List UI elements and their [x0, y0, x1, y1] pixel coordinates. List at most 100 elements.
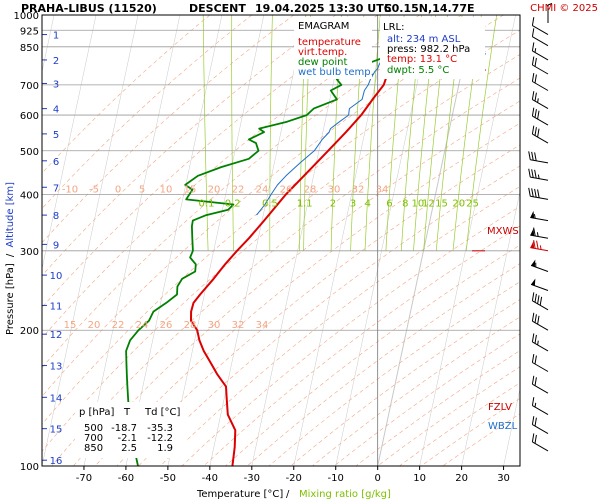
altitude-tick-label: 15 — [50, 425, 63, 436]
mixing-ratio-label: 0.1 — [199, 198, 215, 209]
wind-barb-full — [534, 188, 537, 198]
dry-adiabat-label-200: 28 — [184, 320, 197, 331]
table-header-td: Td [°C] — [144, 407, 181, 418]
x-axis-title-mixing-ratio: Mixing ratio [g/kg] — [299, 489, 391, 500]
pressure-tick-label: 200 — [20, 326, 39, 337]
wind-barb — [530, 210, 549, 222]
isotherm-line — [377, 15, 475, 466]
wind-barb-full — [539, 296, 543, 306]
table-row-500-p: 500 — [84, 423, 103, 434]
temperature-tick-label: -20 — [286, 473, 302, 484]
wind-barb-full — [531, 151, 534, 161]
wind-barb-full — [534, 293, 537, 303]
lrl-info-box: LRL: alt: 234 m ASL press: 982.2 hPa tem… — [380, 17, 485, 79]
temperature-tick-label: 0 — [374, 473, 380, 484]
wind-barb-full — [528, 151, 531, 160]
pressure-tick-label: 500 — [20, 147, 39, 158]
dry-adiabat-label-400: -5 — [89, 184, 99, 195]
wind-barb — [528, 151, 549, 164]
isotherm-line — [83, 15, 181, 466]
table-row-850-p: 850 — [84, 443, 103, 454]
wind-barb-full — [531, 91, 535, 100]
table-row-700-p: 700 — [84, 433, 103, 444]
temperature-tick-label: 30 — [497, 473, 510, 484]
y-axis-title-separator: / — [5, 253, 16, 257]
mixing-ratio-label: 15 — [435, 198, 448, 209]
wind-barb-half — [537, 340, 539, 345]
temperature-tick-label: -70 — [76, 473, 92, 484]
wind-barb-full — [531, 312, 535, 322]
mixing-ratio-label: 6 — [386, 198, 392, 209]
dry-adiabat-label-400: -10 — [62, 184, 78, 195]
wind-barb-half — [536, 232, 539, 237]
mixing-ratio-label: 25 — [466, 198, 479, 209]
wind-barb-full — [534, 377, 537, 386]
wind-barb — [531, 56, 549, 75]
wind-barb-staff — [532, 36, 549, 47]
wind-barb — [531, 292, 549, 311]
table-row-500-td: -35.3 — [147, 423, 173, 434]
sounding-datetime: 19.04.2025 13:30 UTC — [255, 2, 392, 15]
isotherm-line — [461, 190, 520, 466]
mixing-ratio-label: 20 — [452, 198, 465, 209]
wind-barb-half — [534, 402, 537, 408]
isotherm-line — [125, 15, 223, 466]
wind-barb-pennant — [531, 278, 536, 286]
dry-adiabat-label-200: 34 — [256, 320, 269, 331]
wind-barb — [531, 28, 549, 47]
dry-adiabat-label-400: 32 — [352, 184, 365, 195]
wind-barb-full — [534, 57, 537, 67]
mixing-ratio-line — [269, 15, 273, 251]
wind-barb — [547, 3, 553, 23]
pressure-tick-label: 100 — [20, 462, 39, 473]
sounding-mode: DESCENT — [189, 2, 246, 15]
wind-barb-full — [533, 227, 536, 237]
altitude-tick-label: 1 — [53, 31, 59, 42]
pressure-tick-label: 700 — [20, 81, 39, 92]
lrl-temperature: temp: 13.1 °C — [387, 54, 457, 65]
mixing-ratio-label: 3 — [350, 198, 356, 209]
fzlv-label: FZLV — [488, 402, 512, 413]
wind-barb-full — [534, 417, 537, 427]
wind-barb — [531, 397, 549, 416]
table-row-500-t: -18.7 — [111, 423, 137, 434]
level-table: p [hPa] T Td [°C] 500 -18.7 -35.3 700 -2… — [75, 402, 187, 458]
dry-adiabat-label-400: 28 — [304, 184, 317, 195]
wind-barb — [528, 187, 549, 200]
wind-barb-full — [534, 355, 537, 365]
wind-barb-half — [534, 48, 537, 53]
pressure-tick-label: 850 — [20, 43, 39, 54]
station-title: PRAHA-LIBUS (11520) — [21, 2, 157, 15]
isotherm-line — [293, 15, 391, 466]
dry-adiabat-label-400: 26 — [280, 184, 293, 195]
dry-adiabat-label-400: 20 — [208, 184, 221, 195]
table-row-850-td: 1.9 — [157, 443, 173, 454]
mixing-ratio-label: 8 — [402, 198, 408, 209]
wind-barb — [530, 227, 549, 239]
lrl-dewpoint: dwpt: 5.5 °C — [387, 65, 449, 76]
dry-adiabat-line — [73, 100, 520, 466]
pressure-tick-label: 1000 — [14, 11, 39, 22]
dry-adiabat-label-400: 34 — [376, 184, 389, 195]
wind-barb-full — [528, 187, 531, 197]
altitude-tick-label: 9 — [53, 240, 59, 251]
wind-barb-full — [534, 334, 537, 344]
wind-barb-pennant — [530, 210, 535, 219]
temperature-tick-label: -40 — [202, 473, 218, 484]
dry-adiabat-label-200: 15 — [64, 320, 77, 331]
wind-barb-full — [528, 168, 531, 178]
wind-barb — [530, 240, 549, 252]
altitude-tick-label: 3 — [53, 79, 59, 90]
dry-adiabat-label-400: 0 — [115, 184, 121, 195]
temperature-tick-label: -30 — [244, 473, 260, 484]
legend-dew-point: dew point — [298, 57, 347, 68]
dry-adiabat-line — [42, 54, 520, 452]
dry-adiabat-line — [160, 186, 520, 466]
wind-barb-full — [531, 107, 535, 117]
altitude-tick-label: 5 — [53, 130, 59, 141]
dry-adiabat-line — [116, 144, 520, 466]
table-row-700-td: -12.2 — [147, 433, 173, 444]
wind-barb — [531, 72, 549, 91]
